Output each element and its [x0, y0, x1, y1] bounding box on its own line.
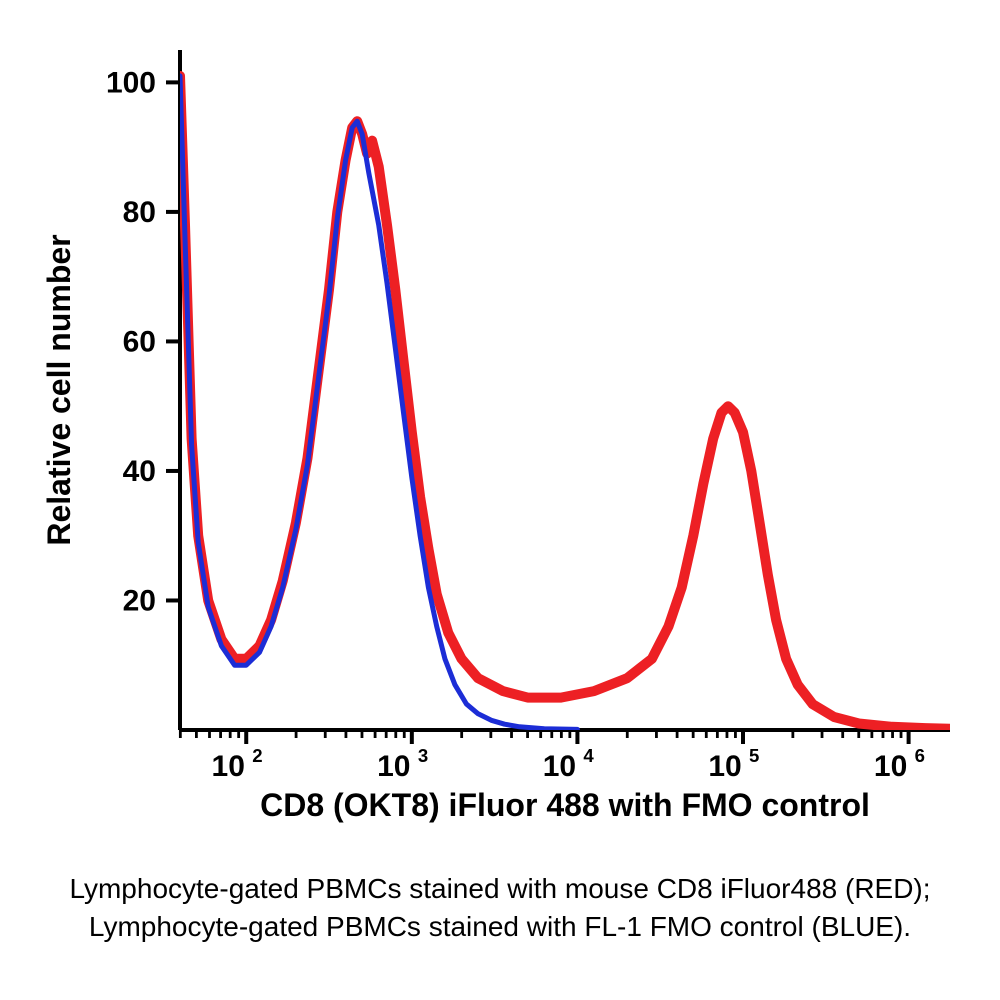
svg-text:4: 4 [583, 745, 594, 766]
svg-text:80: 80 [123, 196, 156, 229]
svg-text:3: 3 [418, 745, 428, 766]
svg-text:100: 100 [106, 66, 156, 99]
svg-text:60: 60 [123, 325, 156, 358]
svg-text:10: 10 [543, 750, 576, 783]
svg-text:10: 10 [874, 750, 907, 783]
flow-cytometry-histogram: 10 2 10 3 10 4 10 5 10 6 20 40 60 80 100 CD8 (OKT8) iFl… [0, 0, 1000, 860]
svg-text:20: 20 [123, 584, 156, 617]
svg-text:10: 10 [212, 750, 245, 783]
svg-text:40: 40 [123, 455, 156, 488]
svg-text:2: 2 [252, 745, 262, 766]
svg-text:5: 5 [749, 745, 759, 766]
figure-caption: Lymphocyte-gated PBMCs stained with mous… [60, 870, 940, 946]
y-axis-label: Relative cell number [41, 234, 77, 545]
svg-text:10: 10 [708, 750, 741, 783]
x-axis-label: CD8 (OKT8) iFluor 488 with FMO control [260, 787, 870, 823]
svg-text:10: 10 [377, 750, 410, 783]
svg-text:6: 6 [915, 745, 925, 766]
